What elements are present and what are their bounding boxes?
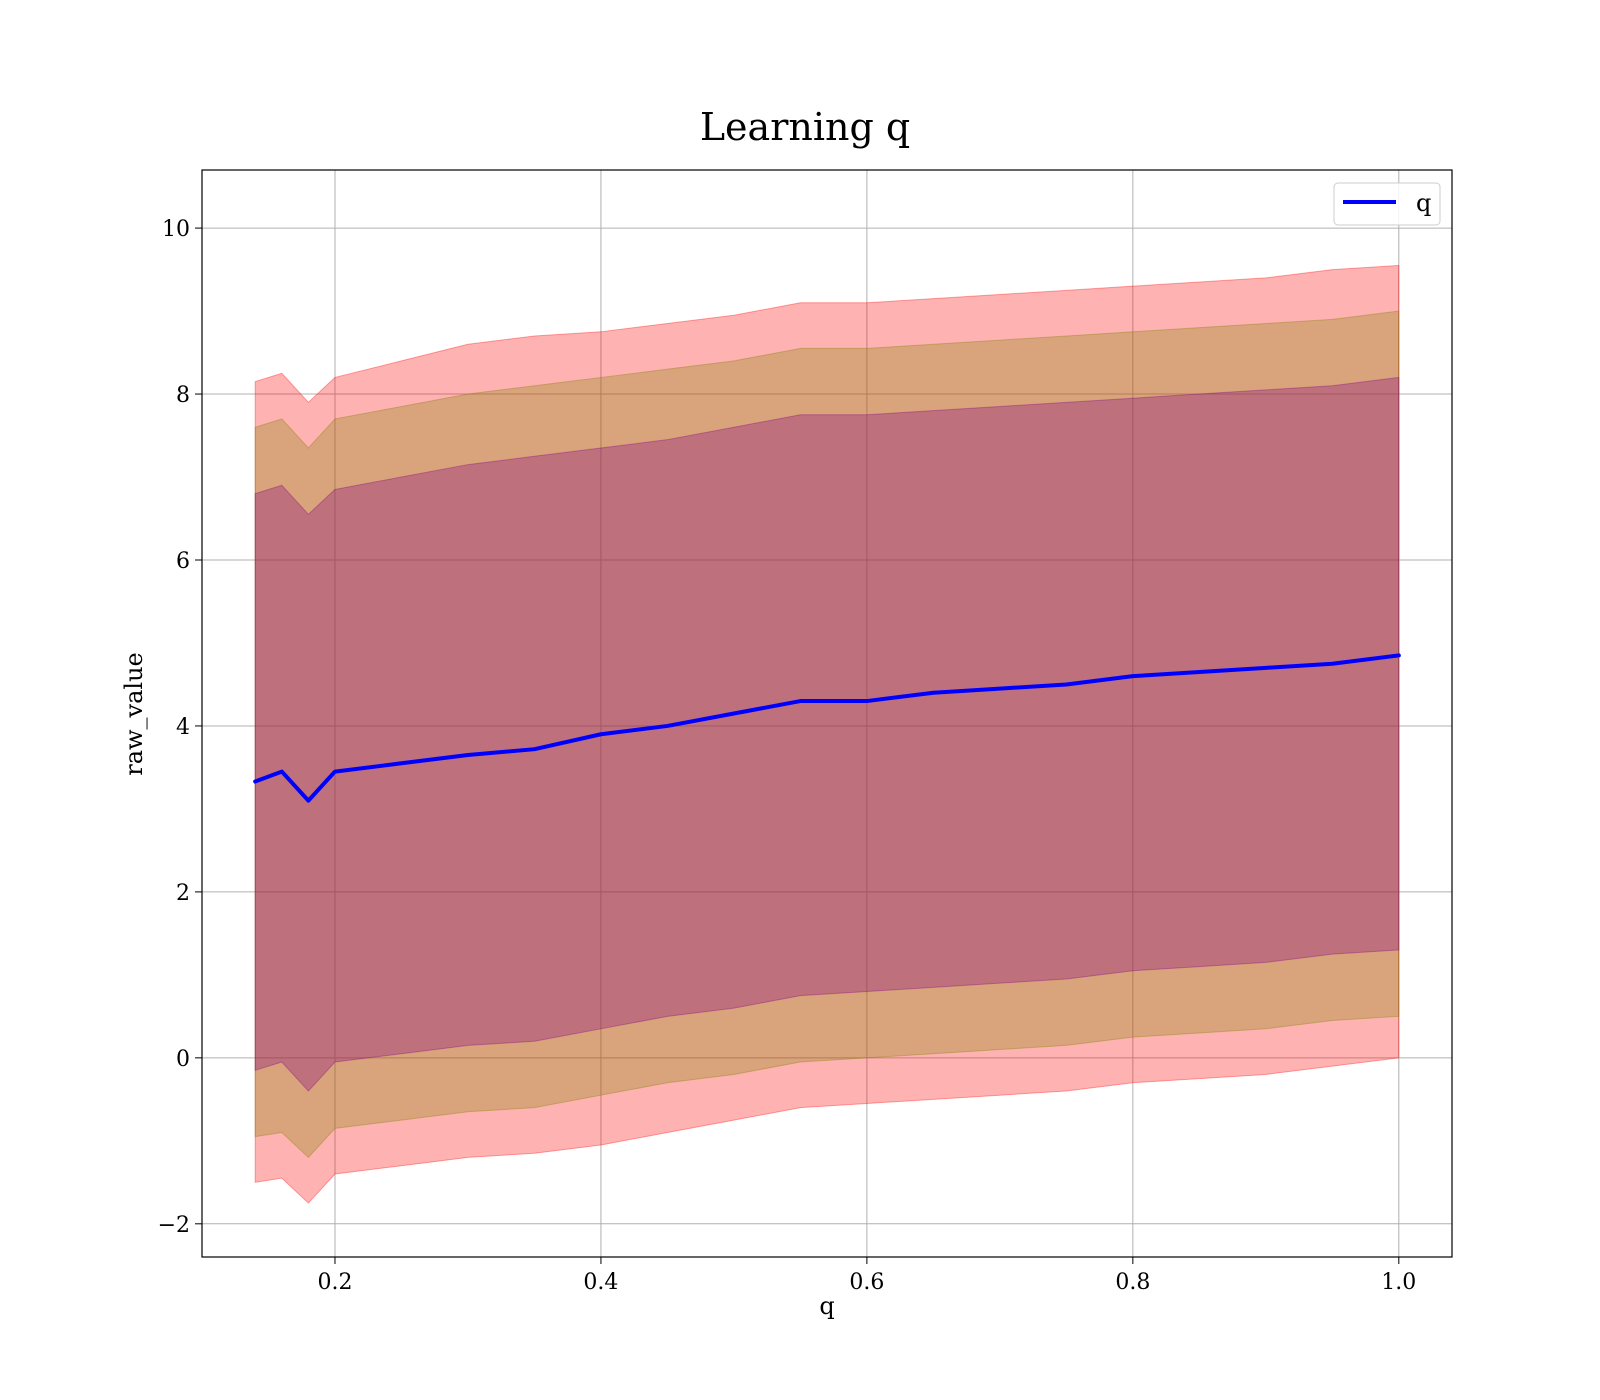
series-line-1 — [253, 653, 1401, 803]
band-area-1 — [254, 264, 1400, 1204]
y-tick-label: 0 — [176, 1047, 190, 1072]
grid — [202, 170, 1452, 1257]
y-tick-label: 6 — [176, 549, 190, 574]
band-area-3 — [254, 376, 1400, 1092]
y-tick-label: −2 — [158, 1213, 190, 1238]
x-tick-label: 0.2 — [317, 1270, 352, 1295]
x-tick-label: 0.6 — [849, 1270, 884, 1295]
y-tick-label: 10 — [162, 217, 190, 242]
y-tick-label: 4 — [176, 715, 190, 740]
y-tick-label: 2 — [176, 881, 190, 906]
legend: q — [1333, 182, 1441, 226]
x-axis-label: q — [819, 1292, 834, 1320]
x-tick-label: 1.0 — [1381, 1270, 1416, 1295]
y-axis-label: raw_value — [120, 652, 148, 776]
series-lines — [253, 653, 1401, 803]
bands — [254, 264, 1400, 1204]
band-area-2 — [254, 310, 1400, 1159]
x-tick-label: 0.4 — [583, 1270, 618, 1295]
chart-title: Learning q — [700, 105, 910, 149]
legend-label: q — [1416, 189, 1431, 217]
y-tick-label: 8 — [176, 383, 190, 408]
ticks: 0.2 0.4 0.6 0.8 1.0 −2 0 2 4 6 8 10 — [158, 217, 1417, 1295]
x-tick-label: 0.8 — [1115, 1270, 1150, 1295]
plot-frame — [201, 169, 1453, 1258]
